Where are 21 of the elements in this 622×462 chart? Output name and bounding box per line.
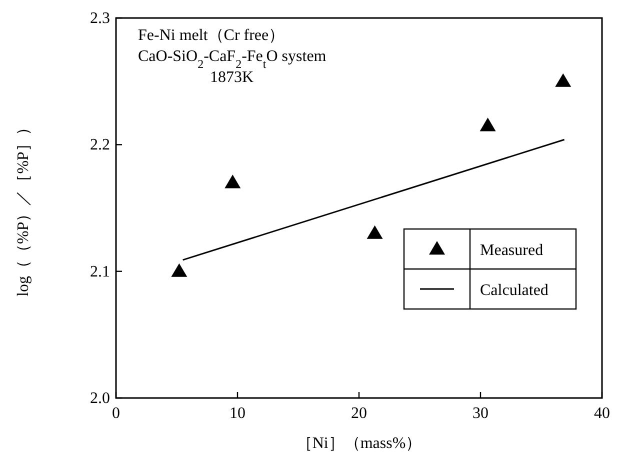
- x-tick-label: 30: [472, 405, 488, 422]
- x-tick-label: 40: [594, 405, 610, 422]
- point: [480, 118, 496, 132]
- annotation: CaO-SiO$_{2}$-CaF$_{2}$-Fe$_{t}$O system: [138, 48, 327, 71]
- annotation: Fe-Ni melt（Cr free）: [138, 27, 285, 44]
- legend-label: Measured: [480, 242, 544, 259]
- point: [366, 225, 383, 239]
- y-tick-label: 2.2: [90, 136, 110, 154]
- point: [171, 263, 188, 277]
- x-tick-label: 0: [112, 405, 120, 422]
- y-tick-label: 2.1: [90, 263, 110, 280]
- annotation: 1873K: [210, 69, 254, 86]
- x-tick-label: 20: [351, 405, 367, 422]
- point: [224, 174, 241, 188]
- y-axis-title: log（（%P）／［%P］）: [15, 120, 32, 296]
- y-tick-label: 2.3: [90, 10, 110, 27]
- y-tick-label: 2.0: [90, 390, 110, 407]
- x-tick-label: 10: [230, 405, 246, 422]
- point: [555, 73, 572, 87]
- x-axis-title: ［Ni］（mass%）: [296, 435, 422, 452]
- legend-label: Calculated: [480, 282, 548, 299]
